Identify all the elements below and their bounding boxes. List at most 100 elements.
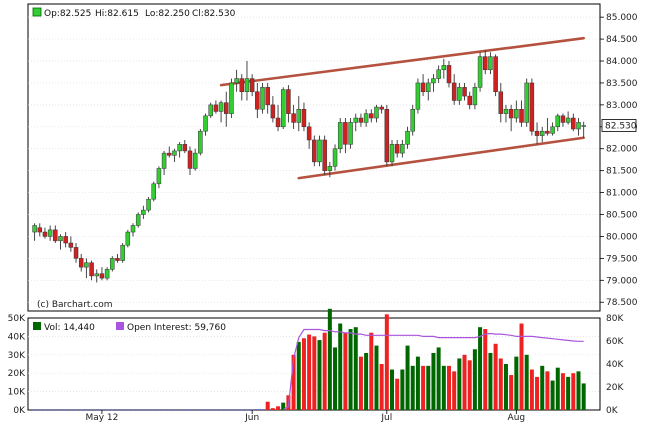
candle bbox=[42, 227, 48, 239]
candle-body bbox=[467, 95, 472, 106]
volume-bar bbox=[110, 409, 115, 411]
candle-body bbox=[576, 122, 581, 130]
volume-bar bbox=[193, 409, 198, 411]
candle bbox=[32, 223, 37, 241]
volume-bar bbox=[307, 334, 312, 410]
volume-bar bbox=[493, 343, 498, 410]
volume-bar bbox=[198, 409, 203, 411]
candle-body bbox=[203, 115, 208, 132]
candle bbox=[280, 87, 286, 129]
candle bbox=[218, 100, 224, 123]
volume-bar bbox=[250, 409, 255, 411]
volume-bar bbox=[436, 347, 441, 410]
candle bbox=[467, 91, 472, 110]
candle bbox=[571, 113, 576, 132]
volume-bar bbox=[255, 409, 260, 411]
open-interest-legend-swatch bbox=[116, 322, 124, 330]
volume-bar bbox=[208, 409, 213, 411]
volume-bar bbox=[509, 375, 514, 410]
volume-bar bbox=[172, 409, 177, 411]
volume-bar bbox=[48, 409, 53, 411]
price-tick-label: 85.000 bbox=[606, 13, 638, 23]
volume-bar bbox=[58, 409, 63, 411]
volume-bar bbox=[338, 323, 343, 410]
volume-bar bbox=[146, 409, 151, 411]
candle bbox=[104, 267, 110, 281]
volume-bar bbox=[503, 364, 508, 410]
candle bbox=[244, 61, 250, 101]
volume-bar bbox=[457, 358, 462, 410]
candle-body bbox=[187, 150, 193, 169]
candle bbox=[182, 139, 188, 154]
volume-bar bbox=[462, 354, 467, 410]
candle-body bbox=[560, 115, 566, 123]
candle bbox=[177, 142, 182, 158]
candle bbox=[503, 104, 509, 123]
candle-body bbox=[545, 130, 550, 134]
open-interest-right-axis: 80K 60K 40K 20K 0K bbox=[606, 314, 624, 416]
candle-body bbox=[198, 130, 203, 154]
candle bbox=[172, 148, 177, 162]
price-tick-label: 81.000 bbox=[606, 189, 638, 199]
candle-body bbox=[581, 125, 586, 127]
candle-body bbox=[53, 229, 58, 242]
candle-body bbox=[32, 225, 37, 233]
candle bbox=[47, 225, 53, 241]
candle-body bbox=[337, 122, 343, 149]
candle bbox=[161, 150, 167, 176]
volume-bar bbox=[224, 409, 229, 411]
candle-body bbox=[343, 122, 348, 145]
volume-bar bbox=[42, 409, 47, 411]
candle-body bbox=[446, 65, 452, 84]
volume-bar bbox=[348, 329, 353, 410]
candle-body bbox=[286, 89, 291, 114]
volume-bar bbox=[94, 409, 99, 411]
candle bbox=[410, 104, 415, 136]
candle-body bbox=[89, 262, 94, 277]
candle-body bbox=[462, 87, 467, 97]
candle bbox=[327, 161, 333, 178]
candle bbox=[312, 135, 317, 167]
volume-bar bbox=[421, 365, 426, 410]
candle bbox=[73, 243, 79, 263]
candle-body bbox=[431, 78, 436, 84]
volume-bar bbox=[540, 365, 545, 410]
candle bbox=[431, 74, 436, 92]
volume-bar bbox=[177, 409, 182, 411]
candle-body bbox=[565, 117, 571, 123]
open-interest-tick-label: 0K bbox=[606, 406, 619, 416]
candle-body bbox=[224, 102, 229, 114]
candle bbox=[301, 102, 307, 132]
candle-body bbox=[534, 130, 540, 136]
candle-body bbox=[519, 109, 524, 123]
legend-open: Op:82.525 bbox=[44, 9, 91, 19]
candle-body bbox=[332, 148, 338, 167]
volume-bar bbox=[405, 345, 410, 410]
volume-bar bbox=[105, 409, 110, 411]
candle-body bbox=[472, 87, 478, 106]
candle bbox=[130, 223, 136, 237]
volume-bar bbox=[529, 369, 534, 410]
candle-body bbox=[441, 65, 447, 71]
volume-bar bbox=[270, 408, 275, 410]
volume-bar bbox=[229, 409, 234, 411]
date-axis: May 12 Jun Jul Aug bbox=[85, 410, 525, 423]
volume-bar bbox=[84, 409, 89, 411]
candle-body bbox=[374, 106, 379, 119]
candle bbox=[99, 267, 105, 281]
candle bbox=[353, 113, 358, 132]
volume-bar bbox=[467, 360, 472, 410]
candle-body bbox=[394, 144, 400, 154]
candle-body bbox=[78, 258, 84, 268]
candle bbox=[436, 65, 441, 83]
price-gridlines bbox=[28, 16, 600, 303]
candle bbox=[125, 229, 131, 248]
candle bbox=[498, 82, 504, 123]
volume-bar bbox=[478, 327, 483, 410]
candle bbox=[363, 109, 369, 127]
candle bbox=[239, 74, 245, 101]
candle bbox=[78, 253, 84, 272]
date-tick-label: Jun bbox=[244, 413, 259, 422]
volume-bar bbox=[514, 356, 519, 410]
